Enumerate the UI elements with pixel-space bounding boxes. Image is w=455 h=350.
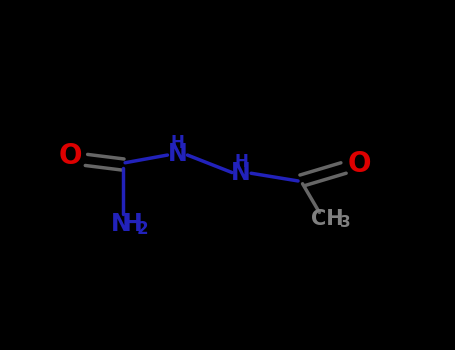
Text: O: O (348, 150, 371, 178)
Text: H: H (171, 134, 184, 152)
Text: N: N (231, 161, 251, 185)
Text: CH: CH (311, 209, 344, 229)
Text: H: H (123, 212, 143, 236)
Text: 2: 2 (137, 220, 149, 238)
Text: N: N (167, 142, 187, 166)
Text: O: O (59, 142, 82, 170)
Text: H: H (234, 153, 248, 171)
Text: N: N (111, 212, 131, 236)
Text: 3: 3 (339, 216, 350, 230)
